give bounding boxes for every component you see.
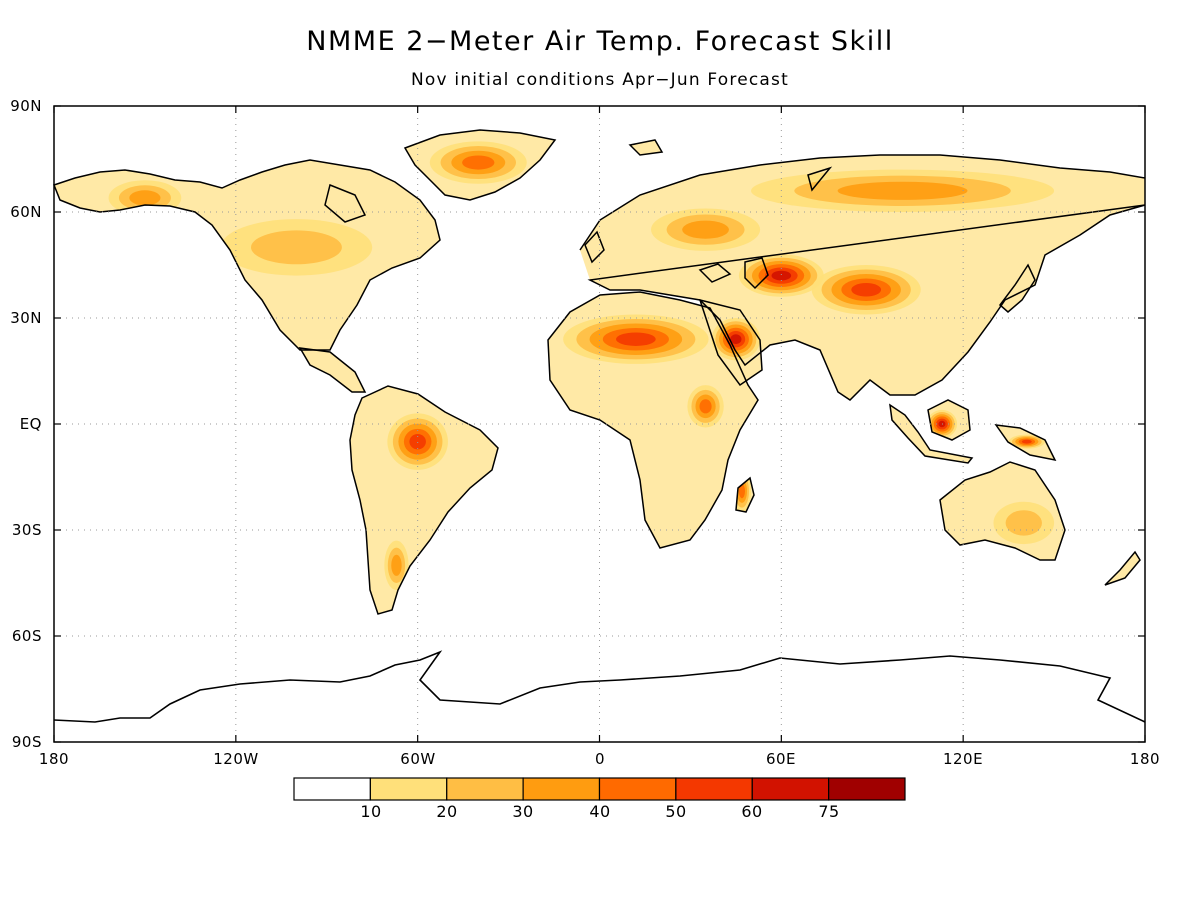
colorbar-swatch: [293, 777, 371, 801]
lon-label: 0: [594, 750, 606, 768]
skill-area-amazon: [409, 433, 426, 450]
lat-label: EQ: [19, 415, 42, 433]
colorbar-label: 60: [741, 802, 763, 821]
skill-area-argentina: [391, 554, 402, 576]
skill-area-west-china: [851, 282, 882, 297]
skill-area-borneo: [938, 420, 946, 428]
colorbar-label: 50: [665, 802, 687, 821]
colorbar-swatch: [369, 777, 448, 801]
chart-subtitle: Nov initial conditions Apr−Jun Forecast: [411, 70, 789, 90]
chart-title: NMME 2−Meter Air Temp. Forecast Skill: [306, 26, 894, 57]
skill-area-north-america: [250, 230, 342, 265]
skill-area-alaska: [129, 190, 161, 206]
lon-label: 120W: [213, 750, 259, 768]
skill-area-australia: [1005, 510, 1042, 536]
skill-area-siberia: [837, 181, 968, 200]
colorbar-label: 30: [512, 802, 534, 821]
colorbar-label: 40: [589, 802, 611, 821]
skill-area-greenland: [462, 155, 495, 170]
axis-ticks: [53, 105, 1146, 743]
skill-area-sahara: [616, 332, 656, 346]
colorbar-label: 75: [818, 802, 840, 821]
coastlines: [53, 129, 1146, 615]
skill-area-central-asia: [771, 270, 792, 281]
colorbar-swatch: [522, 777, 601, 801]
colorbar-swatch: [828, 777, 906, 801]
grid-lines: [54, 106, 1145, 742]
lat-label: 60S: [11, 627, 42, 645]
skill-area-madagascar: [738, 484, 745, 499]
lat-label: 30S: [11, 521, 42, 539]
lon-label: 180: [1129, 750, 1161, 768]
lon-label: 180: [38, 750, 70, 768]
colorbar-label: 20: [436, 802, 458, 821]
lon-label: 120E: [942, 750, 984, 768]
skill-area-eastern-europe: [682, 220, 729, 239]
antarctica-coast: [53, 650, 1146, 723]
skill-area-arabia: [730, 334, 742, 345]
colorbar-swatch: [598, 777, 677, 801]
lat-label: 90N: [10, 97, 42, 115]
colorbar-label: 10: [360, 802, 382, 821]
skill-area-new-guinea: [1021, 439, 1032, 444]
lon-label: 60E: [765, 750, 797, 768]
skill-area-east-africa: [699, 399, 712, 414]
skill-shading: [108, 141, 1055, 591]
colorbar-swatch: [751, 777, 830, 801]
lat-label: 90S: [11, 733, 42, 751]
colorbar-swatch: [675, 777, 753, 801]
lat-label: 60N: [10, 203, 42, 221]
colorbar: [293, 777, 906, 801]
lon-label: 60W: [400, 750, 436, 768]
lat-label: 30N: [10, 309, 42, 327]
colorbar-swatch: [446, 777, 524, 801]
